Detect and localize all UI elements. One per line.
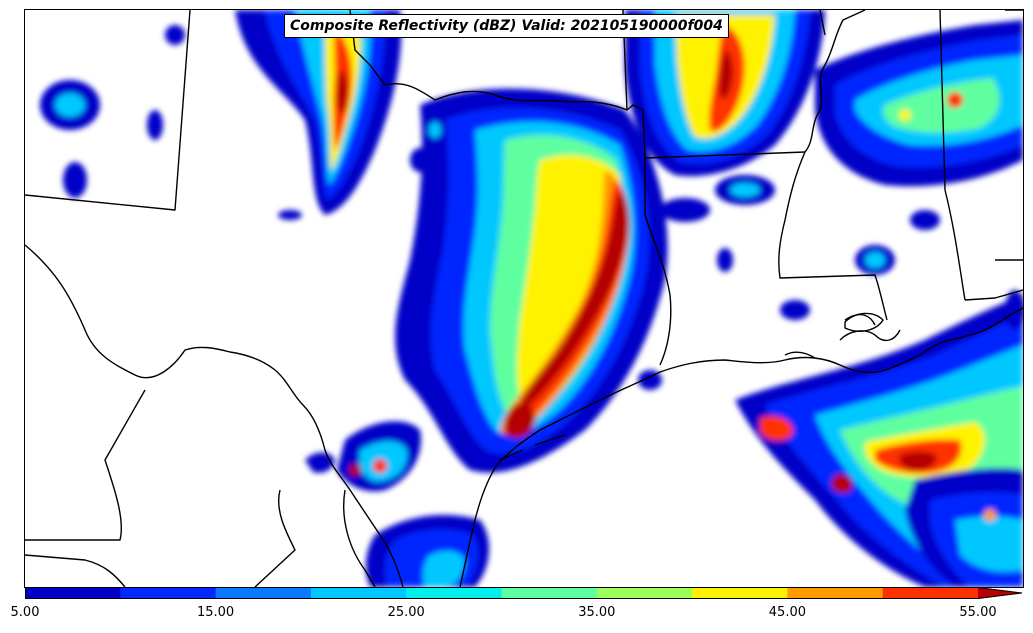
- colorbar-segment: [596, 587, 693, 599]
- colorbar-segment: [215, 587, 312, 599]
- colorbar-tick-label: 5.00: [10, 605, 40, 620]
- red-river-border: [384, 83, 646, 159]
- colorbar-extend-arrow: [978, 587, 1022, 599]
- florida-panhandle-border: [964, 289, 1023, 301]
- colorbar-tick-label: 45.00: [768, 605, 806, 620]
- colorbar-segment: [692, 587, 788, 599]
- colorbar-segment: [310, 587, 407, 599]
- mexico-state-border-3: [343, 489, 376, 587]
- colorbar-segment: [787, 587, 884, 599]
- colorbar-tick-label: 35.00: [578, 605, 616, 620]
- mississippi-alabama-border: [939, 10, 966, 301]
- colorbar-tick-label: 15.00: [196, 605, 235, 620]
- scattered-small-cells: [40, 25, 1023, 390]
- reflectivity-map: [24, 9, 1024, 588]
- north-central-storm-band: [625, 10, 825, 177]
- reflectivity-colorbar: [25, 587, 1023, 599]
- mississippi-river-border: [804, 10, 866, 153]
- arkansas-louisiana-border: [644, 151, 806, 159]
- colorbar-tick-label: 55.00: [959, 605, 997, 620]
- northeast-storm-cells: [815, 20, 1023, 187]
- colorbar-segment: [406, 587, 502, 599]
- mexico-state-border-2: [254, 489, 296, 587]
- colorbar-segment: [882, 587, 979, 599]
- texas-louisiana-border: [644, 158, 672, 366]
- colorbar-tick-label: 25.00: [387, 605, 425, 620]
- louisiana-mississippi-border: [778, 151, 888, 321]
- barrier-island: [499, 434, 566, 461]
- rio-grande-border: [25, 244, 404, 587]
- map-title: Composite Reflectivity (dBZ) Valid: 2021…: [284, 14, 729, 38]
- mexico-state-border-4: [25, 554, 126, 587]
- colorbar-segment: [120, 587, 217, 599]
- colorbar-segment: [501, 587, 598, 599]
- colorbar-segment: [25, 587, 121, 599]
- colorbar-outline: [25, 587, 1023, 599]
- texas-squall-line: [395, 88, 668, 473]
- northwest-storm-band: [235, 10, 402, 215]
- map-canvas: [25, 10, 1023, 587]
- reflectivity-echoes: [40, 10, 1023, 587]
- lake-pontchartrain: [844, 312, 884, 332]
- new-mexico-texas-border: [25, 10, 191, 211]
- mexico-state-border-1: [25, 389, 146, 541]
- scattered-cell-cores: [55, 93, 885, 268]
- map-borders: [25, 10, 1023, 587]
- upper-mississippi-border: [819, 10, 826, 36]
- southeast-gulf-cells: [905, 468, 1023, 587]
- mississippi-coastline: [919, 307, 1023, 356]
- louisiana-coastline: [784, 313, 901, 359]
- texas-coastline: [459, 354, 921, 587]
